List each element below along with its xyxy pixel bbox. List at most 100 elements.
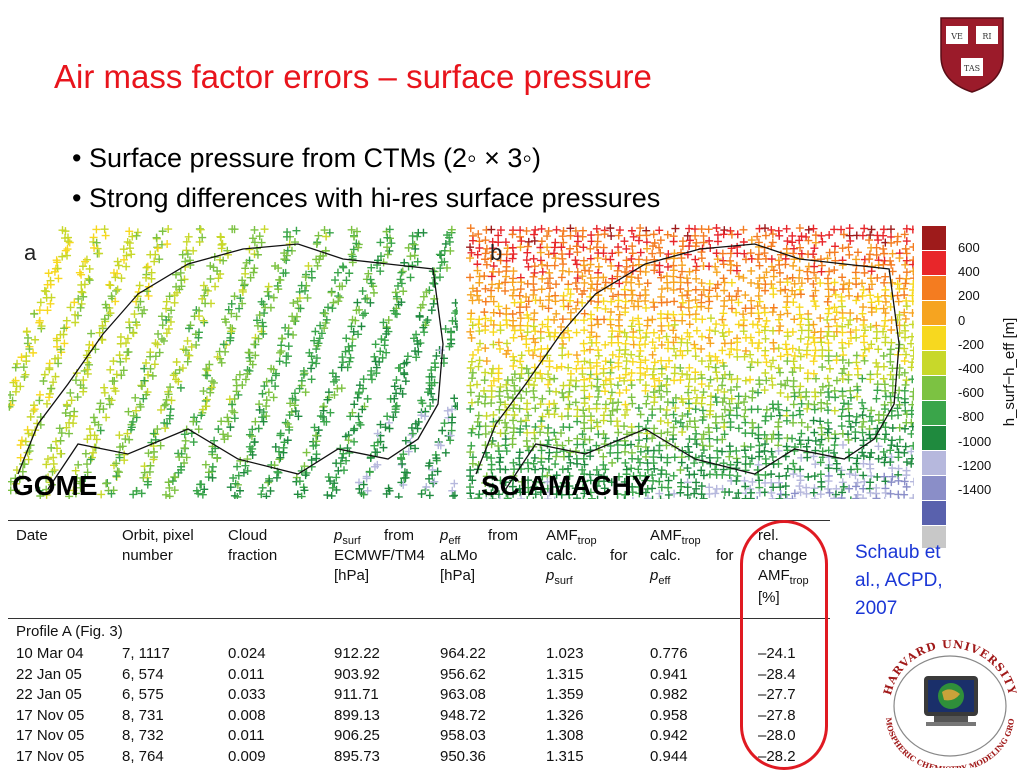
map-marker: [219, 256, 228, 265]
map-marker: [571, 256, 580, 265]
map-marker: [691, 368, 700, 377]
map-marker: [56, 330, 65, 339]
map-marker: [269, 293, 278, 302]
map-marker: [441, 448, 450, 457]
map-marker: [655, 489, 664, 498]
map-marker: [615, 226, 624, 235]
map-marker: [446, 246, 455, 255]
map-marker: [289, 299, 298, 308]
map-marker: [859, 351, 868, 360]
map-marker: [648, 434, 657, 443]
map-marker: [690, 386, 699, 395]
map-marker: [224, 417, 233, 426]
map-marker: [63, 251, 72, 260]
map-marker: [615, 374, 624, 383]
map-marker: [634, 314, 643, 323]
map-marker: [699, 238, 708, 247]
map-marker: [788, 327, 797, 336]
map-marker: [285, 425, 294, 434]
map-marker: [616, 496, 619, 499]
map-marker: [663, 314, 672, 323]
table-cell: 0.942: [650, 727, 688, 744]
map-marker: [860, 326, 869, 335]
table-cell: 963.08: [440, 686, 486, 703]
map-marker: [323, 395, 332, 404]
map-marker: [755, 328, 764, 337]
map-marker: [134, 303, 143, 312]
map-marker: [635, 340, 644, 349]
map-marker: [501, 418, 510, 427]
map-marker: [817, 267, 826, 276]
colorbar-tick-label: -1000: [958, 433, 992, 449]
map-marker: [662, 380, 671, 389]
map-marker: [614, 248, 623, 257]
map-marker: [530, 393, 539, 402]
map-marker: [643, 392, 652, 401]
map-marker: [376, 238, 385, 247]
map-marker: [481, 429, 490, 438]
colorbar-label: h_surf−h_eff [m]: [1001, 318, 1018, 427]
map-marker: [720, 394, 729, 403]
map-marker: [711, 327, 720, 336]
map-marker: [189, 417, 198, 426]
map-panel-sciamachy: [466, 224, 914, 499]
map-marker: [338, 282, 347, 291]
map-marker: [359, 490, 368, 499]
map-marker: [390, 394, 399, 403]
map-marker: [768, 230, 777, 239]
map-marker: [607, 297, 616, 306]
map-marker: [531, 490, 540, 499]
map-marker: [364, 269, 373, 278]
map-marker: [580, 357, 589, 366]
map-marker: [781, 285, 790, 294]
colorbar-swatch: [922, 476, 946, 501]
map-marker: [691, 255, 700, 264]
map-marker: [289, 330, 298, 339]
map-marker: [753, 358, 762, 367]
map-marker: [169, 371, 178, 380]
map-marker: [649, 328, 658, 337]
table-cell: 964.22: [440, 645, 486, 662]
map-marker: [628, 357, 637, 366]
map-marker: [769, 290, 778, 299]
map-marker: [429, 279, 438, 288]
map-marker: [867, 471, 876, 480]
map-marker: [838, 374, 847, 383]
map-marker: [338, 262, 347, 271]
map-marker: [474, 320, 483, 329]
map-marker: [199, 316, 208, 325]
map-marker: [56, 436, 65, 445]
map-marker: [755, 380, 764, 389]
map-marker: [336, 459, 345, 468]
map-marker: [809, 279, 818, 288]
map-marker: [482, 357, 491, 366]
map-marker: [907, 339, 914, 348]
map-marker: [501, 478, 510, 487]
map-marker: [719, 362, 728, 371]
map-marker: [182, 237, 191, 246]
map-marker: [297, 492, 306, 499]
map-marker: [655, 376, 664, 385]
map-marker: [70, 298, 79, 307]
map-marker: [234, 390, 243, 399]
map-marker: [49, 378, 58, 387]
map-marker: [753, 344, 762, 353]
map-marker: [276, 453, 285, 462]
map-marker: [487, 292, 496, 301]
header-amf-psurf-calc: calc.: [546, 547, 577, 564]
map-marker: [579, 316, 588, 325]
map-marker: [164, 390, 173, 399]
map-marker: [219, 340, 228, 349]
map-marker: [879, 351, 888, 360]
table-cell: 22 Jan 05: [16, 665, 82, 683]
map-marker: [467, 248, 476, 257]
map-marker: [25, 345, 34, 354]
map-marker: [425, 491, 434, 499]
map-marker: [501, 278, 510, 287]
map-marker: [902, 376, 911, 385]
map-marker: [96, 426, 105, 435]
map-marker: [888, 364, 897, 373]
map-marker: [544, 370, 553, 379]
map-marker: [558, 388, 567, 397]
map-marker: [747, 454, 756, 463]
